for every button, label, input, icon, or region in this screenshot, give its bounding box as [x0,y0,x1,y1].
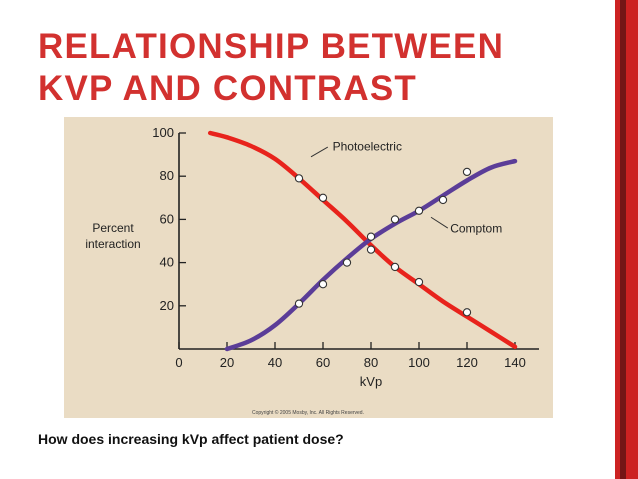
x-tick-label: 140 [504,355,526,370]
photoelectric-data-point [294,174,304,183]
photoelectric-label: Photoelectric [333,139,402,153]
photoelectric-data-point [366,245,376,254]
y-tick-label: 40 [160,255,174,270]
slide-title-line-2: KVP AND CONTRAST [38,69,417,108]
chart: 0 20 40 60 80 100 120 140 20 40 60 80 100 kVp Percent i… [85,125,539,416]
comptom-data-point [342,258,352,267]
comptom-data-point [438,195,448,205]
chart-figure: 0 20 40 60 80 100 120 140 20 40 60 80 100 kVp Percent i… [64,117,553,418]
slide-title: RELATIONSHIP BETWEEN KVP AND CONTRAST [38,26,504,110]
photoelectric-data-point [462,308,472,317]
x-tick-label: 20 [220,355,234,370]
comptom-data-point [366,232,376,241]
question-text: How does increasing kVp affect patient d… [38,431,344,447]
y-axis-title-line-2: interaction [85,237,140,251]
comptom-data-point [318,280,328,289]
comptom-data-point [462,167,472,177]
photoelectric-data-point [318,193,328,202]
copyright-text: Copyright © 2005 Mosby, Inc. All Rights … [252,409,364,416]
x-tick-label: 80 [364,355,378,370]
comptom-data-point [390,215,400,224]
x-tick-label: 100 [408,355,430,370]
x-tick-label: 60 [316,355,330,370]
x-tick-label: 40 [268,355,282,370]
slide-accent-bar [615,0,638,479]
x-tick-label: 120 [456,355,478,370]
slide-title-line-1: RELATIONSHIP BETWEEN [38,27,505,66]
x-tick-label: 0 [175,355,182,370]
y-tick-label: 80 [160,168,174,183]
comptom-leader-line [430,216,449,229]
comptom-data-point [294,299,304,308]
photoelectric-data-point [414,277,424,287]
y-axis-title-line-1: Percent [92,221,134,235]
y-tick-label: 60 [160,211,174,226]
photoelectric-data-point [390,262,400,272]
comptom-label: Comptom [450,221,502,235]
comptom-data-point [414,206,424,215]
x-axis-title: kVp [360,374,382,389]
y-tick-label: 100 [152,125,174,140]
y-tick-label: 20 [160,298,174,313]
photoelectric-leader-line [310,146,329,158]
